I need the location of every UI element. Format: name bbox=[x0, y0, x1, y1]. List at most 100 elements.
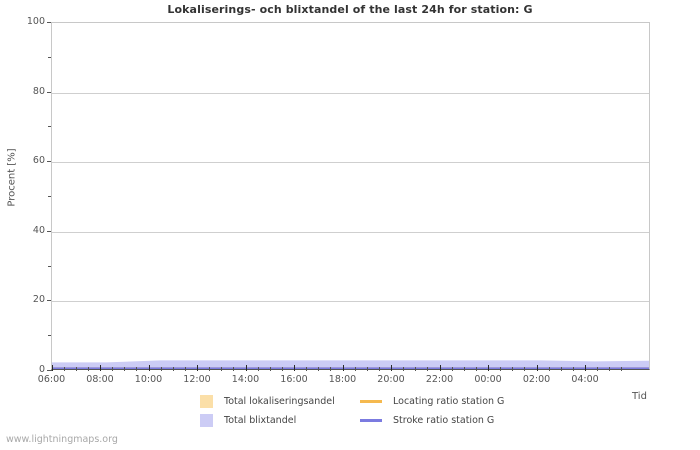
x-major-tick-0600 bbox=[51, 365, 53, 371]
chart-title: Lokaliserings- och blixtandel of the las… bbox=[167, 3, 533, 16]
x-minor-tick bbox=[306, 367, 308, 371]
y-minor-tick-70 bbox=[48, 126, 52, 128]
x-minor-tick bbox=[281, 367, 283, 371]
x-minor-tick bbox=[354, 367, 356, 371]
y-minor-tick-10 bbox=[48, 335, 52, 337]
x-tick-label-1400: 14:00 bbox=[231, 374, 260, 385]
x-tick-label-1800: 18:00 bbox=[328, 374, 357, 385]
x-minor-tick bbox=[124, 367, 126, 371]
x-minor-tick bbox=[209, 367, 211, 371]
x-minor-tick bbox=[524, 367, 526, 371]
legend-item-locating-ratio-station-g[interactable]: Locating ratio station G bbox=[360, 392, 620, 411]
legend-item-total-lokaliseringsandel[interactable]: Total lokaliseringsandel bbox=[200, 392, 360, 411]
x-minor-tick bbox=[609, 367, 611, 371]
x-minor-tick bbox=[112, 367, 114, 371]
area-series-total-blixtandel bbox=[52, 360, 649, 369]
legend-line-icon bbox=[360, 419, 382, 422]
gridline-y-40 bbox=[52, 231, 649, 233]
gridline-y-20 bbox=[52, 301, 649, 303]
x-minor-tick bbox=[330, 367, 332, 371]
y-major-tick-60 bbox=[47, 161, 52, 163]
x-major-tick-0400 bbox=[585, 365, 587, 371]
legend-line-icon bbox=[360, 400, 382, 403]
series-svg bbox=[52, 360, 649, 369]
chart-legend: Total lokaliseringsandel Locating ratio s… bbox=[200, 392, 620, 430]
plot-area bbox=[51, 22, 650, 370]
y-tick-label-20: 20 bbox=[32, 294, 45, 306]
x-tick-label-1600: 16:00 bbox=[280, 374, 308, 385]
x-tick-label-1200: 12:00 bbox=[183, 374, 211, 385]
x-major-tick-2000 bbox=[391, 365, 392, 371]
x-minor-tick bbox=[63, 367, 65, 371]
x-major-tick-0800 bbox=[100, 365, 101, 371]
x-major-tick-0200 bbox=[536, 365, 538, 371]
x-tick-label-1000: 10:00 bbox=[134, 374, 163, 385]
x-major-tick-2200 bbox=[439, 365, 441, 371]
x-minor-tick bbox=[560, 367, 562, 371]
y-minor-tick-30 bbox=[48, 265, 52, 267]
x-minor-tick bbox=[318, 367, 320, 371]
x-major-tick-1600 bbox=[294, 365, 295, 371]
y-major-tick-80 bbox=[47, 91, 52, 93]
x-major-tick-0000 bbox=[488, 365, 490, 371]
y-tick-label-40: 40 bbox=[32, 224, 45, 236]
x-minor-tick bbox=[512, 367, 514, 371]
y-tick-label-60: 60 bbox=[32, 155, 45, 167]
legend-item-label: Total blixtandel bbox=[224, 415, 297, 426]
x-minor-tick bbox=[500, 367, 502, 371]
x-tick-label-2200: 22:00 bbox=[425, 374, 454, 385]
x-axis-title: Tid bbox=[632, 391, 647, 402]
x-major-tick-1800 bbox=[342, 365, 344, 371]
watermark: www.lightningmaps.org bbox=[6, 434, 118, 445]
x-tick-label-0400: 04:00 bbox=[571, 374, 599, 385]
x-tick-label-0800: 08:00 bbox=[86, 374, 114, 385]
gridline-y-60 bbox=[52, 162, 649, 164]
x-minor-tick bbox=[221, 367, 223, 371]
legend-item-label: Stroke ratio station G bbox=[393, 415, 495, 426]
gridline-y-80 bbox=[52, 92, 649, 94]
x-minor-tick bbox=[378, 367, 380, 371]
x-major-tick-1400 bbox=[245, 365, 247, 371]
x-tick-label-2000: 20:00 bbox=[377, 374, 405, 385]
legend-item-label: Total lokaliseringsandel bbox=[224, 396, 335, 407]
x-minor-tick bbox=[572, 367, 574, 371]
x-minor-tick bbox=[366, 367, 368, 371]
y-major-tick-40 bbox=[47, 230, 52, 232]
y-tick-label-80: 80 bbox=[32, 85, 45, 97]
x-minor-tick bbox=[269, 367, 271, 371]
y-major-tick-20 bbox=[47, 300, 52, 302]
x-minor-tick bbox=[87, 367, 89, 371]
y-tick-label-0: 0 bbox=[38, 364, 45, 375]
x-minor-tick bbox=[475, 367, 477, 371]
x-major-tick-1200 bbox=[197, 365, 198, 371]
x-minor-tick bbox=[172, 367, 174, 371]
x-minor-tick bbox=[463, 367, 465, 371]
legend-item-total-blixtandel[interactable]: Total blixtandel bbox=[200, 411, 360, 430]
x-minor-tick bbox=[597, 367, 599, 371]
x-minor-tick bbox=[160, 367, 162, 371]
x-minor-tick bbox=[451, 367, 453, 371]
x-major-tick-1000 bbox=[148, 365, 150, 371]
legend-item-label: Locating ratio station G bbox=[393, 396, 505, 407]
x-minor-tick bbox=[415, 367, 417, 371]
legend-swatch-icon bbox=[200, 395, 213, 408]
y-axis-tick-labels: 0 20 40 60 80 100 bbox=[0, 0, 45, 450]
x-minor-tick bbox=[621, 367, 623, 371]
x-minor-tick bbox=[548, 367, 550, 371]
x-minor-tick bbox=[75, 367, 77, 371]
x-minor-tick bbox=[257, 367, 259, 371]
x-minor-tick bbox=[403, 367, 405, 371]
y-major-tick-100 bbox=[47, 22, 52, 23]
x-minor-tick bbox=[233, 367, 235, 371]
x-minor-tick bbox=[136, 367, 138, 371]
x-tick-label-0200: 02:00 bbox=[522, 374, 551, 385]
y-minor-tick-90 bbox=[48, 56, 52, 58]
legend-swatch-icon bbox=[200, 414, 213, 427]
y-tick-label-100: 100 bbox=[26, 16, 45, 27]
legend-item-stroke-ratio-station-g[interactable]: Stroke ratio station G bbox=[360, 411, 620, 430]
x-tick-label-0000: 00:00 bbox=[474, 374, 502, 385]
series-layer bbox=[52, 23, 649, 369]
x-minor-tick bbox=[427, 367, 429, 371]
y-minor-tick-50 bbox=[48, 196, 52, 197]
